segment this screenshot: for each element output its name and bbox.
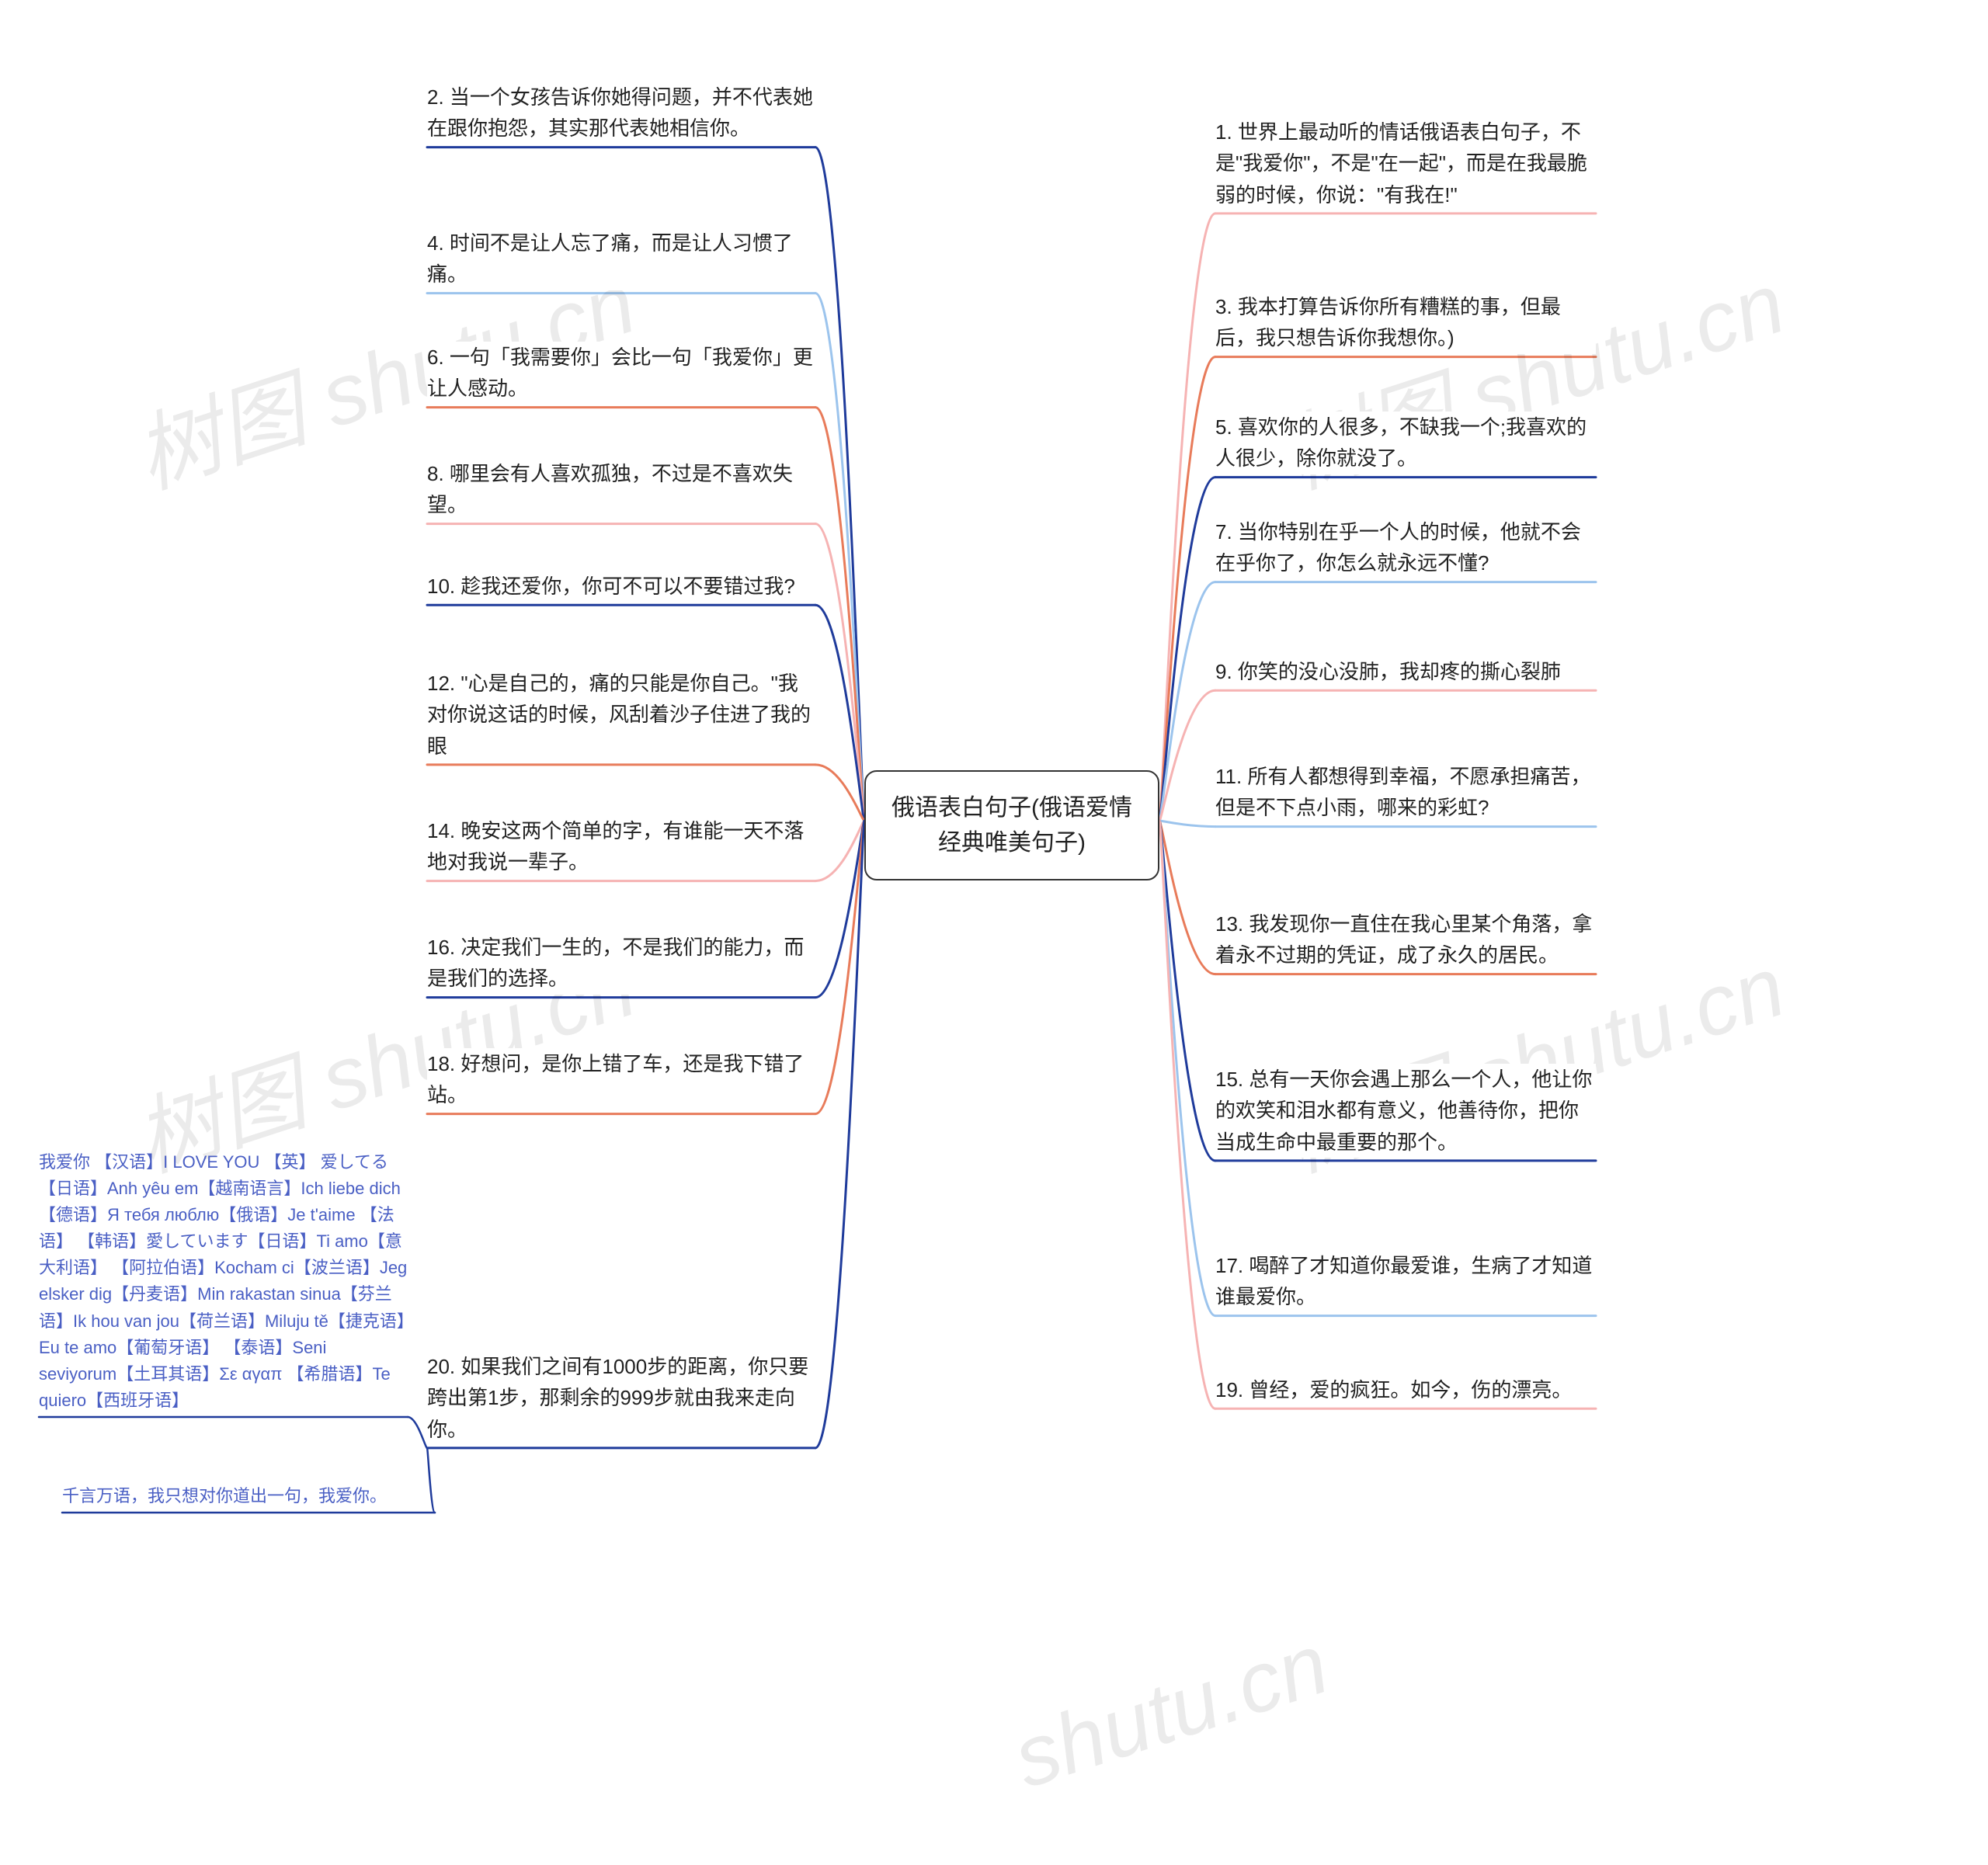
- leaf-text: 8. 哪里会有人喜欢孤独，不过是不喜欢失望。: [427, 462, 793, 516]
- left-leaf-5[interactable]: 12. "心是自己的，痛的只能是你自己。"我对你说这话的时候，风刮着沙子住进了我…: [427, 668, 815, 762]
- right-leaf-1[interactable]: 3. 我本打算告诉你所有糟糕的事，但最后，我只想告诉你我想你。): [1215, 291, 1596, 354]
- right-leaf-6[interactable]: 13. 我发现你一直住在我心里某个角落，拿着永不过期的凭证，成了永久的居民。: [1215, 908, 1596, 971]
- sub-node-1[interactable]: 千言万语，我只想对你道出一句，我爱你。: [62, 1483, 435, 1509]
- sub-text: 千言万语，我只想对你道出一句，我爱你。: [62, 1486, 387, 1506]
- leaf-text: 5. 喜欢你的人很多，不缺我一个;我喜欢的人很少，除你就没了。: [1215, 415, 1587, 470]
- leaf-text: 1. 世界上最动听的情话俄语表白句子，不是"我爱你"，不是"在一起"，而是在我最…: [1215, 120, 1587, 207]
- sub-node-0[interactable]: 我爱你 【汉语】I LOVE YOU 【英】 爱してる 【日语】Anh yêu …: [39, 1149, 408, 1414]
- right-leaf-9[interactable]: 19. 曾经，爱的疯狂。如今，伤的漂亮。: [1215, 1374, 1596, 1405]
- leaf-text: 12. "心是自己的，痛的只能是你自己。"我对你说这话的时候，风刮着沙子住进了我…: [427, 672, 811, 758]
- leaf-text: 19. 曾经，爱的疯狂。如今，伤的漂亮。: [1215, 1378, 1572, 1401]
- center-node[interactable]: 俄语表白句子(俄语爱情经典唯美句子): [864, 770, 1159, 880]
- leaf-text: 2. 当一个女孩告诉你她得问题，并不代表她在跟你抱怨，其实那代表她相信你。: [427, 85, 813, 140]
- leaf-text: 17. 喝醉了才知道你最爱谁，生病了才知道谁最爱你。: [1215, 1254, 1592, 1308]
- right-leaf-0[interactable]: 1. 世界上最动听的情话俄语表白句子，不是"我爱你"，不是"在一起"，而是在我最…: [1215, 116, 1596, 210]
- right-leaf-4[interactable]: 9. 你笑的没心没肺，我却疼的撕心裂肺: [1215, 656, 1596, 687]
- left-leaf-3[interactable]: 8. 哪里会有人喜欢孤独，不过是不喜欢失望。: [427, 458, 815, 521]
- left-leaf-2[interactable]: 6. 一句「我需要你」会比一句「我爱你」更让人感动。: [427, 342, 815, 405]
- left-leaf-0[interactable]: 2. 当一个女孩告诉你她得问题，并不代表她在跟你抱怨，其实那代表她相信你。: [427, 82, 815, 144]
- leaf-text: 10. 趁我还爱你，你可不可以不要错过我?: [427, 575, 795, 598]
- leaf-text: 16. 决定我们一生的，不是我们的能力，而是我们的选择。: [427, 936, 804, 990]
- center-title: 俄语表白句子(俄语爱情经典唯美句子): [891, 795, 1132, 856]
- leaf-text: 3. 我本打算告诉你所有糟糕的事，但最后，我只想告诉你我想你。): [1215, 295, 1561, 349]
- leaf-text: 7. 当你特别在乎一个人的时候，他就不会在乎你了，你怎么就永远不懂?: [1215, 520, 1581, 575]
- leaf-text: 20. 如果我们之间有1000步的距离，你只要跨出第1步，那剩余的999步就由我…: [427, 1355, 808, 1441]
- left-leaf-6[interactable]: 14. 晚安这两个简单的字，有谁能一天不落地对我说一辈子。: [427, 815, 815, 878]
- leaf-text: 4. 时间不是让人忘了痛，而是让人习惯了痛。: [427, 231, 793, 286]
- right-leaf-3[interactable]: 7. 当你特别在乎一个人的时候，他就不会在乎你了，你怎么就永远不懂?: [1215, 516, 1596, 579]
- leaf-text: 9. 你笑的没心没肺，我却疼的撕心裂肺: [1215, 660, 1561, 683]
- leaf-text: 18. 好想问，是你上错了车，还是我下错了站。: [427, 1052, 804, 1106]
- leaf-text: 6. 一句「我需要你」会比一句「我爱你」更让人感动。: [427, 346, 813, 400]
- sub-text: 我爱你 【汉语】I LOVE YOU 【英】 爱してる 【日语】Anh yêu …: [39, 1152, 407, 1410]
- left-leaf-7[interactable]: 16. 决定我们一生的，不是我们的能力，而是我们的选择。: [427, 932, 815, 995]
- leaf-text: 15. 总有一天你会遇上那么一个人，他让你的欢笑和泪水都有意义，他善待你，把你当…: [1215, 1068, 1592, 1154]
- mindmap-canvas: 俄语表白句子(俄语爱情经典唯美句子) 树图 shutu.cn树图 shutu.c…: [0, 0, 1988, 1865]
- right-leaf-8[interactable]: 17. 喝醉了才知道你最爱谁，生病了才知道谁最爱你。: [1215, 1250, 1596, 1313]
- left-leaf-8[interactable]: 18. 好想问，是你上错了车，还是我下错了站。: [427, 1048, 815, 1111]
- leaf-text: 13. 我发现你一直住在我心里某个角落，拿着永不过期的凭证，成了永久的居民。: [1215, 912, 1592, 967]
- right-leaf-2[interactable]: 5. 喜欢你的人很多，不缺我一个;我喜欢的人很少，除你就没了。: [1215, 412, 1596, 474]
- connectors-layer: [0, 0, 1988, 1865]
- right-leaf-7[interactable]: 15. 总有一天你会遇上那么一个人，他让你的欢笑和泪水都有意义，他善待你，把你当…: [1215, 1064, 1596, 1158]
- leaf-text: 14. 晚安这两个简单的字，有谁能一天不落地对我说一辈子。: [427, 819, 804, 873]
- left-leaf-9[interactable]: 20. 如果我们之间有1000步的距离，你只要跨出第1步，那剩余的999步就由我…: [427, 1351, 815, 1445]
- left-leaf-1[interactable]: 4. 时间不是让人忘了痛，而是让人习惯了痛。: [427, 227, 815, 290]
- left-leaf-4[interactable]: 10. 趁我还爱你，你可不可以不要错过我?: [427, 571, 815, 602]
- right-leaf-5[interactable]: 11. 所有人都想得到幸福，不愿承担痛苦，但是不下点小雨，哪来的彩虹?: [1215, 761, 1596, 824]
- leaf-text: 11. 所有人都想得到幸福，不愿承担痛苦，但是不下点小雨，哪来的彩虹?: [1215, 765, 1590, 819]
- watermark: shutu.cn: [1003, 1614, 1340, 1808]
